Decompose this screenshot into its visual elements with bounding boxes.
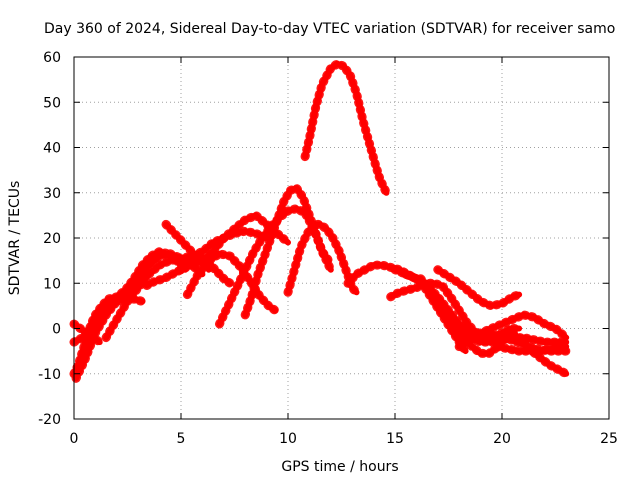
series-points-arc-22 — [454, 328, 571, 356]
grid — [74, 57, 609, 419]
y-tick-label: 30 — [43, 186, 61, 202]
y-tick-label: -20 — [38, 412, 61, 428]
y-tick-label: 50 — [43, 95, 61, 111]
series-points-arc-5 — [101, 226, 272, 343]
tick-labels: 0 5 10 15 20 25 -20 -10 0 10 20 30 40 50 60 — [38, 50, 618, 447]
series-points-arc-19 — [433, 265, 524, 311]
x-tick-label: 10 — [279, 431, 297, 447]
y-tick-label: 10 — [43, 276, 61, 292]
series-points-arc-6 — [142, 210, 293, 290]
x-axis-label: GPS time / hours — [281, 459, 398, 475]
x-tick-label: 5 — [177, 431, 186, 447]
chart-title: Day 360 of 2024, Sidereal Day-to-day VTE… — [44, 21, 615, 37]
y-tick-label: -10 — [38, 367, 61, 383]
series-points-arc-12 — [283, 219, 361, 297]
series-points-arc-9 — [182, 249, 280, 315]
series-points-arc-13 — [300, 59, 391, 198]
series-points-arc-11 — [240, 183, 334, 320]
x-tick-label: 25 — [600, 431, 618, 447]
y-tick-label: 60 — [43, 50, 61, 66]
y-tick-label: 0 — [52, 322, 61, 338]
y-tick-label: 20 — [43, 231, 61, 247]
x-tick-label: 20 — [493, 431, 511, 447]
x-tick-label: 15 — [386, 431, 404, 447]
series-points-arc-21 — [501, 328, 571, 379]
y-axis-label: SDTVAR / TECUs — [7, 181, 23, 296]
series-group — [69, 59, 571, 383]
y-tick-label: 40 — [43, 141, 61, 157]
x-tick-label: 0 — [70, 431, 79, 447]
axis-ticks — [73, 56, 610, 420]
